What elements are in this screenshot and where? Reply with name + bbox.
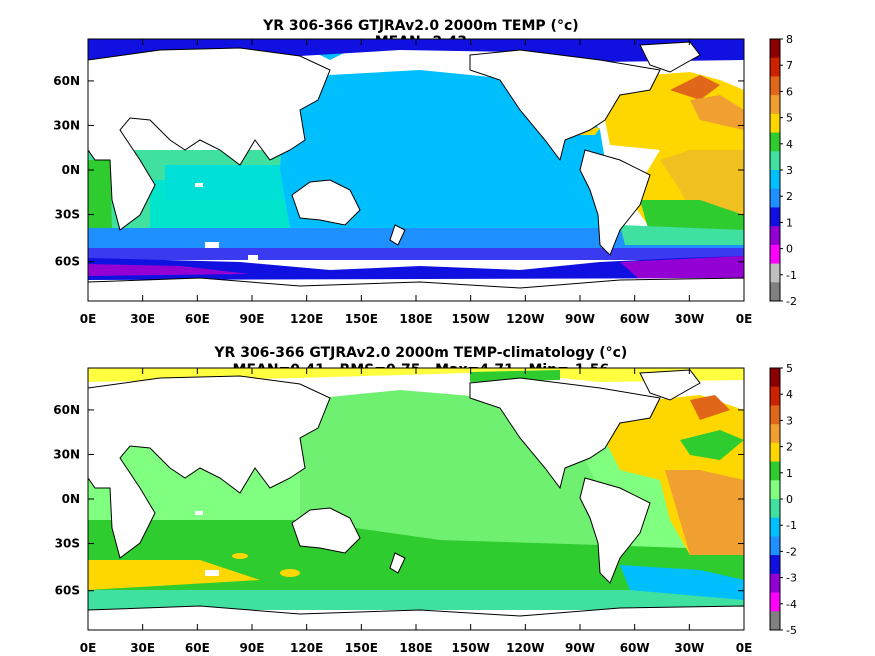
top-map-lat-label: 0N <box>62 163 80 177</box>
bottom-map-lat-label: 60S <box>55 584 80 598</box>
bottom-colorbar-swatch <box>770 573 780 594</box>
bottom-colorbar-swatch <box>770 499 780 519</box>
top-colorbar-label: -1 <box>786 269 797 282</box>
top-colorbar-swatch <box>770 132 780 152</box>
bottom-colorbar-swatch <box>770 368 780 388</box>
bottom-colorbar-label: 3 <box>786 414 793 427</box>
top-colorbar-swatch <box>770 244 780 265</box>
bottom-colorbar-swatch <box>770 442 780 463</box>
bottom-colorbar-swatch <box>770 517 780 537</box>
bottom-colorbar-label: -5 <box>786 624 797 637</box>
bottom-map-lon-label: 30E <box>130 641 155 655</box>
bottom-colorbar-swatch <box>770 611 780 631</box>
top-map-lat-label: 60S <box>55 255 80 269</box>
top-colorbar-swatch <box>770 39 780 59</box>
bottom-map-title: YR 306-366 GTJRAv2.0 2000m TEMP-climatol… <box>214 345 628 361</box>
top-colorbar-swatch <box>770 57 780 77</box>
top-map-lat-label: 60N <box>53 74 80 88</box>
bottom-colorbar-label: 4 <box>786 388 793 401</box>
bottom-colorbar-label: -2 <box>786 545 797 558</box>
top-map-lon-label: 120W <box>506 312 544 326</box>
bottom-map-lon-label: 120W <box>506 641 544 655</box>
top-colorbar-swatch <box>770 282 780 302</box>
bottom-map-axes: 60N 30N 0N 30S 60S 0E 30E 60E 90E 120E 150E 180E 150… <box>53 368 752 655</box>
top-colorbar-label: 6 <box>786 85 793 98</box>
top-colorbar-label: 3 <box>786 164 793 177</box>
bottom-colorbar-label: -3 <box>786 572 797 585</box>
bottom-map-lat-label: 30N <box>53 447 80 461</box>
top-map-lon-label: 180E <box>399 312 432 326</box>
bottom-colorbar-swatch <box>770 592 780 612</box>
top-colorbar-swatch <box>770 76 780 96</box>
bottom-colorbar-swatch <box>770 386 780 406</box>
bottom-colorbar-swatch <box>770 536 780 556</box>
top-map <box>88 39 744 301</box>
top-map-lon-label: 30E <box>130 312 155 326</box>
top-colorbar-swatch <box>770 95 780 115</box>
top-colorbar-label: 5 <box>786 112 793 125</box>
top-map-lon-label: 120E <box>290 312 323 326</box>
bottom-colorbar-label: 0 <box>786 493 793 506</box>
bottom-colorbar: 5 4 3 2 1 0 -1 -2 -3 -4 -5 <box>769 362 797 637</box>
bottom-colorbar-label: 1 <box>786 467 793 480</box>
top-colorbar-swatch <box>770 263 780 283</box>
bottom-colorbar-swatch <box>770 461 780 481</box>
bottom-map-lon-label: 120E <box>290 641 323 655</box>
bottom-colorbar-swatch <box>770 424 780 444</box>
top-colorbar-swatch <box>770 226 780 246</box>
bottom-map-lon-label: 0E <box>736 641 753 655</box>
top-map-lon-label: 0E <box>736 312 753 326</box>
bottom-map-lat-label: 0N <box>62 492 80 506</box>
top-colorbar-swatch <box>770 151 780 171</box>
bottom-map-lat-label: 60N <box>53 403 80 417</box>
top-map-lon-label: 90W <box>565 312 595 326</box>
top-map-lat-label: 30S <box>55 208 80 222</box>
bottom-map-lon-label: 90E <box>240 641 265 655</box>
top-map-lon-label: 30W <box>674 312 704 326</box>
top-map-lon-label: 150W <box>452 312 490 326</box>
bottom-map-lon-label: 180E <box>399 641 432 655</box>
top-map-axes: 60N 30N 0N 30S 60S 0E 30E 60E 90E 120E 150E 180E 150… <box>53 39 752 326</box>
bottom-map-lon-label: 60E <box>185 641 210 655</box>
bottom-map <box>88 368 744 630</box>
bottom-colorbar-swatch <box>770 555 780 575</box>
bottom-colorbar-label: -1 <box>786 519 797 532</box>
bottom-map-lon-label: 60W <box>620 641 650 655</box>
top-map-title: YR 306-366 GTJRAv2.0 2000m TEMP (°c) <box>263 18 579 34</box>
bottom-map-lon-label: 0E <box>80 641 97 655</box>
top-map-lon-label: 90E <box>240 312 265 326</box>
top-colorbar-label: 7 <box>786 59 793 72</box>
top-colorbar-label: 1 <box>786 216 793 229</box>
top-colorbar-swatch <box>770 170 780 190</box>
top-colorbar-swatch <box>770 113 780 134</box>
bottom-map-lon-label: 150W <box>452 641 490 655</box>
bottom-map-lat-label: 30S <box>55 537 80 551</box>
top-colorbar-swatch <box>770 188 780 208</box>
top-map-lon-label: 150E <box>345 312 378 326</box>
bottom-colorbar-label: 2 <box>786 441 793 454</box>
bottom-map-lon-label: 150E <box>345 641 378 655</box>
top-map-lon-label: 60W <box>620 312 650 326</box>
bottom-colorbar-label: 5 <box>786 362 793 375</box>
top-colorbar-label: 4 <box>786 138 793 151</box>
bottom-colorbar-swatch <box>770 405 780 425</box>
top-map-lon-label: 60E <box>185 312 210 326</box>
bottom-map-lon-label: 30W <box>674 641 704 655</box>
bottom-map-lon-label: 90W <box>565 641 595 655</box>
top-colorbar-label: 8 <box>786 33 793 46</box>
top-map-lat-label: 30N <box>53 118 80 132</box>
top-colorbar-swatch <box>770 207 780 227</box>
top-map-lon-label: 0E <box>80 312 97 326</box>
top-colorbar-label: 0 <box>786 243 793 256</box>
bottom-colorbar-label: -4 <box>786 598 797 611</box>
top-colorbar-label: -2 <box>786 295 797 308</box>
bottom-colorbar-swatch <box>770 480 780 500</box>
top-colorbar-label: 2 <box>786 190 793 203</box>
top-colorbar: 8 7 6 5 4 3 2 1 0 -1 -2 <box>769 33 797 308</box>
